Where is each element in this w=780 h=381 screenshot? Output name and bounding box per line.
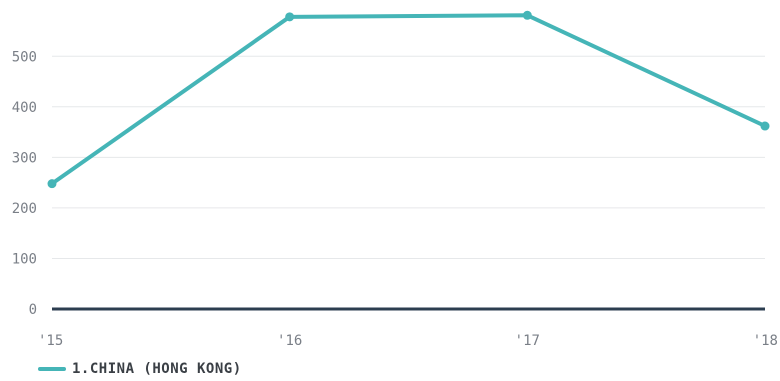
line-chart: 0 100 200 300 400 500 '15 '16 '17 '18 xyxy=(12,10,778,349)
legend[interactable]: 1.CHINA (HONG KONG) xyxy=(38,361,242,377)
gridlines xyxy=(52,55,765,259)
x-axis-tick-labels: '15 '16 '17 '18 xyxy=(38,333,778,349)
legend-label: 1.CHINA (HONG KONG) xyxy=(72,361,242,377)
series-layer xyxy=(47,10,770,189)
x-tick-label: '16 xyxy=(277,333,302,349)
y-axis-tick-labels: 0 100 200 300 400 500 xyxy=(12,49,37,318)
x-tick-label: '18 xyxy=(753,333,778,349)
y-tick-label: 100 xyxy=(12,251,37,267)
y-tick-label: 400 xyxy=(12,100,37,116)
y-tick-label: 200 xyxy=(12,201,37,217)
y-tick-label: 0 xyxy=(29,302,37,318)
x-tick-label: '15 xyxy=(38,333,63,349)
y-tick-label: 300 xyxy=(12,150,37,166)
data-point[interactable] xyxy=(522,10,532,20)
series-line xyxy=(50,13,767,186)
legend-swatch-icon xyxy=(38,367,66,371)
data-point[interactable] xyxy=(285,12,295,22)
data-point[interactable] xyxy=(47,179,57,189)
y-tick-label: 500 xyxy=(12,49,37,65)
x-tick-label: '17 xyxy=(515,333,540,349)
data-point[interactable] xyxy=(760,121,770,131)
